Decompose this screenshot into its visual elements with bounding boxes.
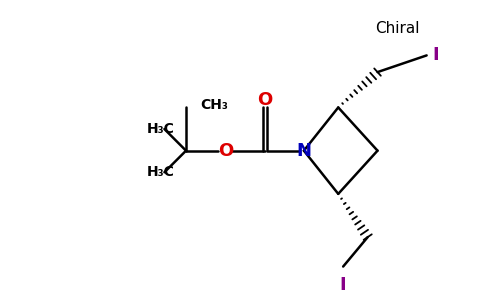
Text: H₃C: H₃C — [147, 122, 175, 136]
Text: I: I — [340, 276, 347, 294]
Text: O: O — [257, 91, 272, 109]
Text: CH₃: CH₃ — [200, 98, 227, 112]
Text: O: O — [218, 142, 233, 160]
Text: I: I — [433, 46, 439, 64]
Text: H₃C: H₃C — [147, 165, 175, 179]
Text: N: N — [296, 142, 311, 160]
Text: Chiral: Chiral — [375, 21, 420, 36]
